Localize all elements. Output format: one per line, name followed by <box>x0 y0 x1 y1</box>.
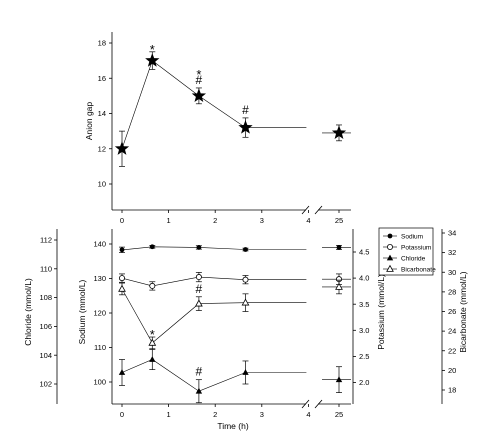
bottom-x-tick-label: 3 <box>260 410 264 419</box>
bottom-x-tick-label: 4 <box>306 410 310 419</box>
top-x-break-mark <box>301 205 310 215</box>
top-x-break-mark <box>314 205 323 215</box>
potassium-y-tick-label: 4.0 <box>359 274 369 283</box>
top-y-tick-label: 18 <box>98 39 106 48</box>
anion-gap-hash-annotation: # <box>196 73 203 87</box>
bicarbonate-point <box>148 338 157 346</box>
bicarbonate-y-tick-label: 28 <box>448 287 456 296</box>
top-x-tick-label: 3 <box>260 216 264 225</box>
anion-gap-line <box>121 60 307 149</box>
bottom-x-tick-label: 25 <box>335 410 343 419</box>
top-x-tick-label: 2 <box>213 216 217 225</box>
top-x-tick-label: 4 <box>306 216 310 225</box>
potassium-point <box>195 274 202 281</box>
top-y-tick-label: 16 <box>98 74 106 83</box>
anion-gap-asterisk-annotation: * <box>196 67 201 82</box>
bottom-x-tick-label: 2 <box>213 410 217 419</box>
legend-label-bicarbonate: Bicarbonate <box>401 266 436 273</box>
sodium-y-tick-label: 100 <box>93 378 106 387</box>
sodium-point <box>149 244 155 250</box>
x-axis-title: Time (h) <box>217 421 248 431</box>
chloride-point <box>195 387 203 394</box>
chloride-axis-title: Chloride (mmol/L) <box>23 278 33 346</box>
potassium-y-tick-label: 3.0 <box>359 326 369 335</box>
chloride-point <box>242 369 249 375</box>
potassium-y-tick-label: 2.5 <box>359 352 369 361</box>
bicarbonate-point <box>241 298 250 306</box>
potassium-y-tick-label: 4.5 <box>359 248 369 257</box>
chloride-line <box>121 359 307 392</box>
legend-marker-chloride <box>386 254 394 261</box>
bicarbonate-y-tick-label: 18 <box>448 386 456 395</box>
legend-marker-potassium <box>386 243 393 250</box>
anion-gap-point <box>191 88 207 102</box>
bicarbonate-y-tick-label: 32 <box>448 248 456 257</box>
anion-gap-asterisk-annotation: * <box>150 42 155 57</box>
bicarbonate-hash-annotation: # <box>196 282 203 296</box>
anion-gap-point <box>114 141 130 155</box>
bicarbonate-y-tick-label: 30 <box>448 268 456 277</box>
anion-gap-point <box>145 53 160 67</box>
legend-label-potassium: Potassium <box>401 244 431 251</box>
legend-label-sodium: Sodium <box>401 233 423 240</box>
top-x-tick-label: 25 <box>335 216 343 225</box>
top-x-tick-label: 0 <box>120 216 124 225</box>
chloride-y-tick-label: 102 <box>39 380 52 389</box>
chloride-hash-annotation: # <box>196 365 203 379</box>
bottom-x-break-mark <box>314 399 323 409</box>
chloride-point <box>335 376 343 383</box>
sodium-y-tick-label: 120 <box>93 309 106 318</box>
potassium-y-tick-label: 2.0 <box>359 378 369 387</box>
chloride-y-tick-label: 106 <box>39 322 52 331</box>
chloride-point <box>118 369 126 375</box>
bottom-x-tick-label: 0 <box>120 410 124 419</box>
sodium-y-tick-label: 130 <box>93 274 106 283</box>
top-y-axis-title: Anion gap <box>84 102 94 141</box>
bicarbonate-point <box>335 282 343 290</box>
potassium-point <box>242 276 249 283</box>
sodium-point <box>336 245 342 250</box>
sodium-point <box>119 247 125 253</box>
bicarbonate-asterisk-annotation: * <box>150 327 155 342</box>
legend-label-chloride: Chloride <box>401 255 426 262</box>
sodium-axis-title: Sodium (mmol/L) <box>77 279 87 344</box>
bicarbonate-point <box>118 284 126 292</box>
legend-marker-bicarbonate <box>386 264 394 272</box>
chloride-point <box>149 356 156 362</box>
bicarbonate-y-tick-label: 20 <box>448 366 456 375</box>
sodium-y-tick-label: 110 <box>94 343 106 352</box>
top-y-tick-label: 14 <box>98 109 106 118</box>
chloride-y-tick-label: 108 <box>39 293 52 302</box>
sodium-point <box>243 247 248 252</box>
anion-gap-hash-annotation: # <box>242 103 249 117</box>
bicarbonate-point <box>195 299 203 307</box>
bottom-x-break-mark <box>301 399 310 409</box>
sodium-point <box>196 245 202 250</box>
bicarbonate-axis-title: Bicarbonate (mmol/L) <box>458 271 468 352</box>
bicarbonate-y-tick-label: 26 <box>448 307 456 316</box>
top-y-tick-label: 10 <box>98 180 106 189</box>
chloride-y-tick-label: 110 <box>40 264 52 273</box>
bottom-x-tick-label: 1 <box>167 410 171 419</box>
bicarbonate-y-tick-label: 24 <box>448 327 456 336</box>
bicarbonate-y-tick-label: 22 <box>448 346 456 355</box>
anion-gap-point <box>331 125 347 139</box>
potassium-axis-title: Potassium (mmol/L) <box>376 274 386 350</box>
chloride-y-tick-label: 112 <box>40 236 52 245</box>
anion-gap-point <box>238 120 253 134</box>
top-y-tick-label: 12 <box>98 144 106 153</box>
potassium-y-tick-label: 3.5 <box>359 300 369 309</box>
bicarbonate-y-tick-label: 34 <box>448 229 456 238</box>
sodium-y-tick-label: 140 <box>93 240 106 249</box>
legend-marker-sodium <box>387 233 393 239</box>
potassium-point <box>149 282 156 289</box>
chloride-y-tick-label: 104 <box>39 351 52 360</box>
potassium-point <box>119 275 126 282</box>
top-x-tick-label: 1 <box>167 216 171 225</box>
